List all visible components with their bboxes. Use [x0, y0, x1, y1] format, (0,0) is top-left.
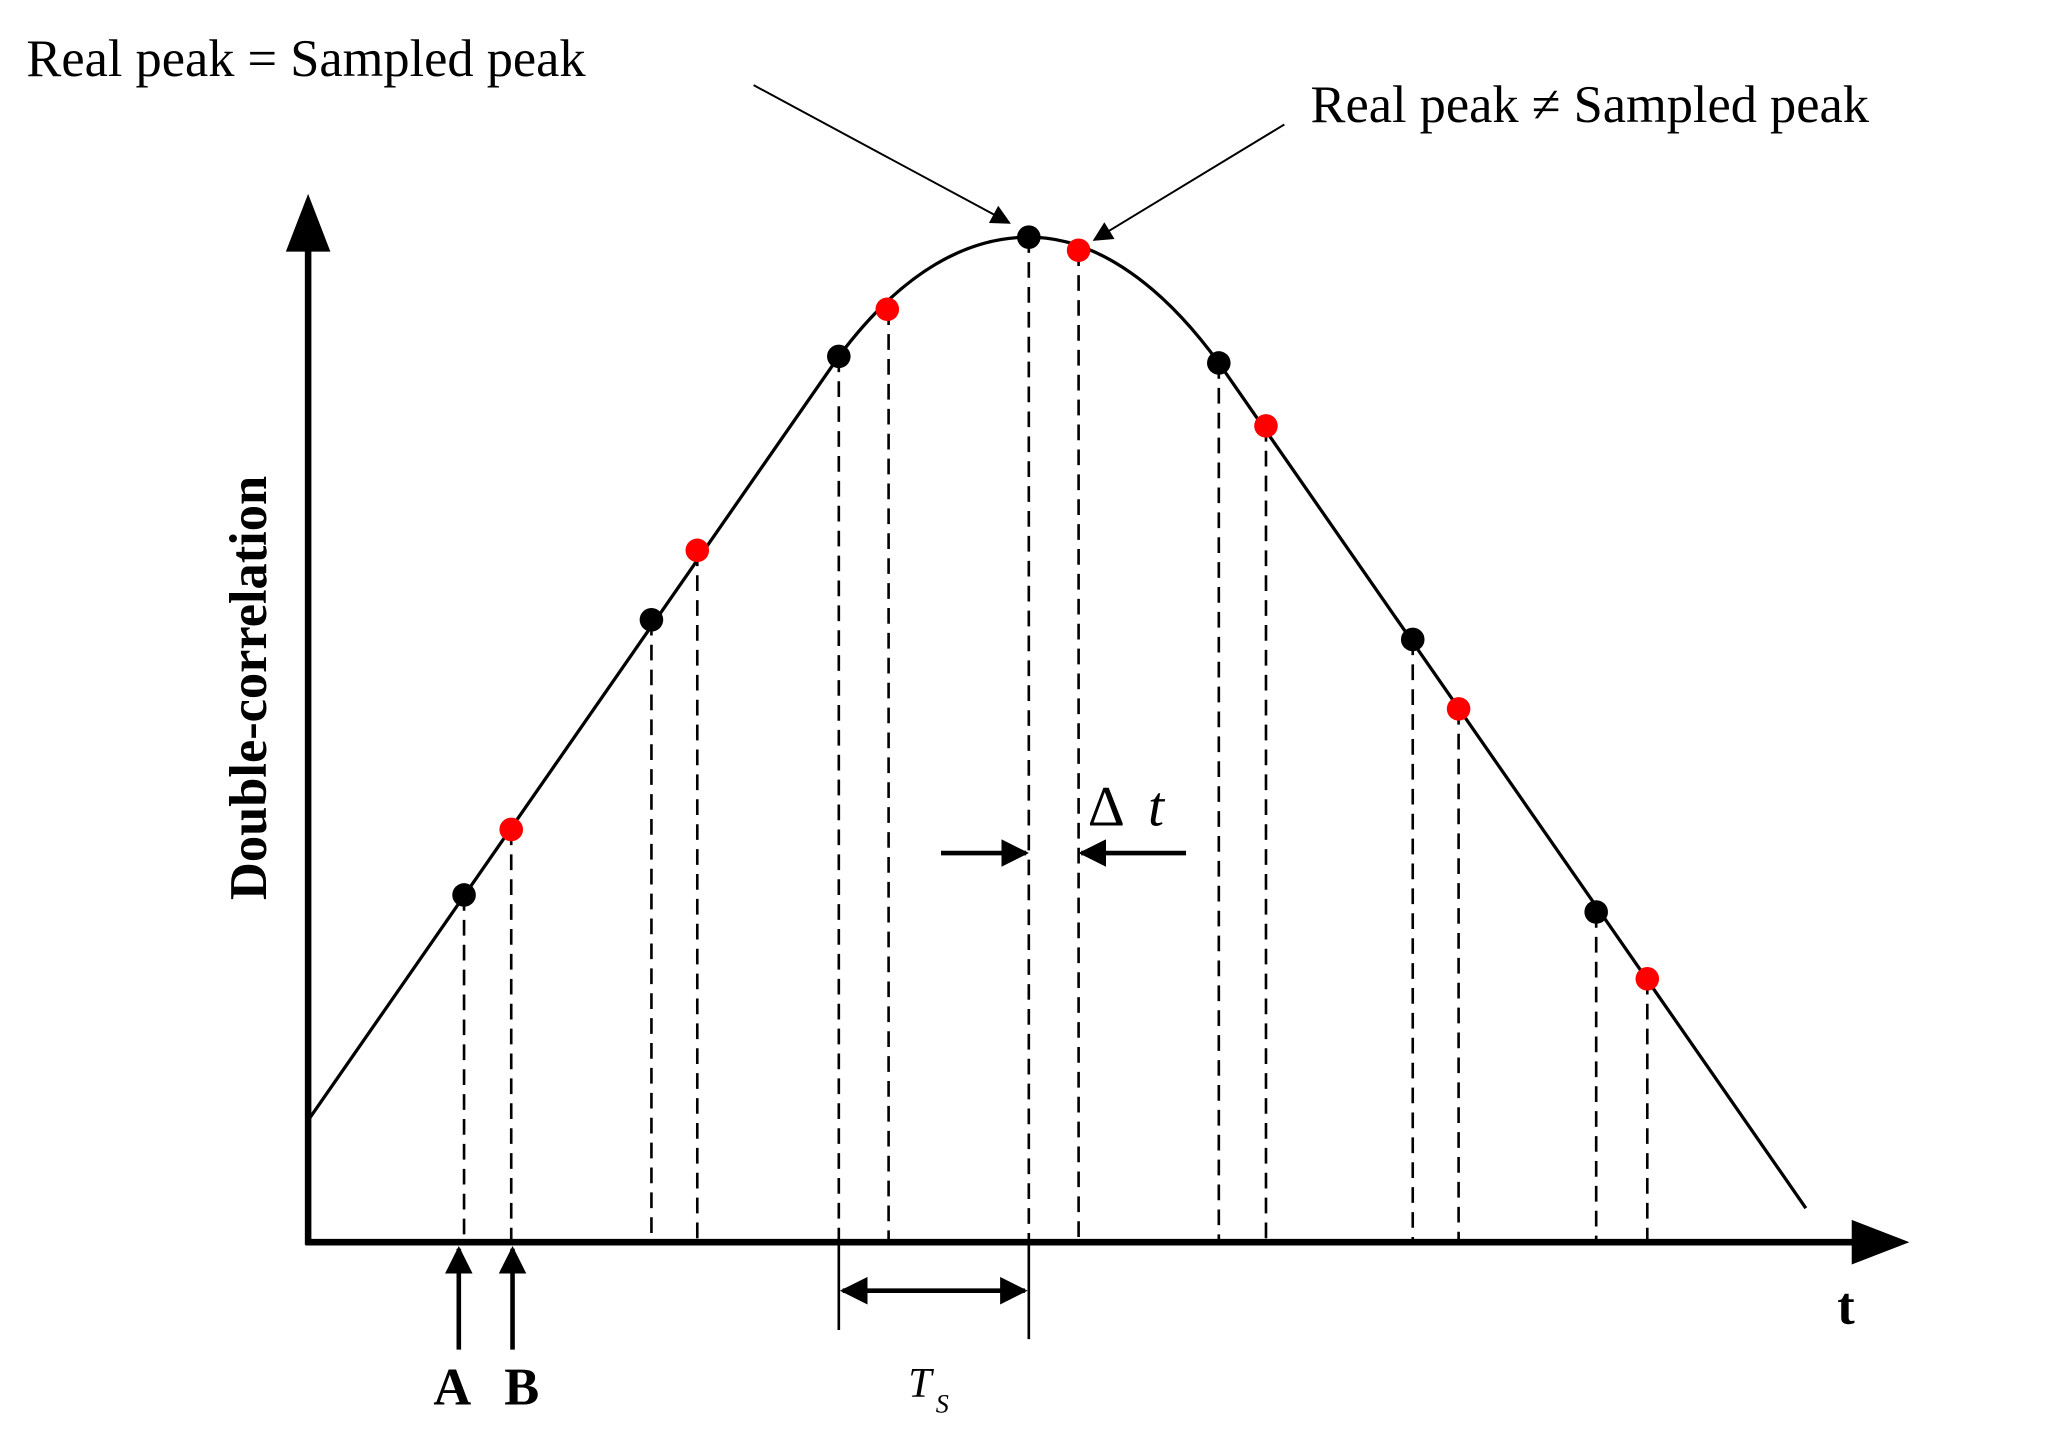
x-axis-label: t — [1837, 1277, 1855, 1335]
delta-variable: t — [1148, 776, 1166, 839]
point-label: B — [504, 1359, 539, 1417]
axes — [285, 193, 1910, 1265]
point-arrows — [445, 1246, 527, 1350]
annotation-text: Real peak = Sampled peak — [26, 30, 586, 88]
point-label: A — [433, 1359, 471, 1417]
sample-dots — [452, 225, 1660, 991]
annotation-text: Real peak ≠ Sampled peak — [1311, 76, 1870, 134]
period-subscript: S — [936, 1390, 949, 1419]
period-symbol: T — [908, 1361, 934, 1407]
curve — [306, 235, 1808, 1210]
sample-lines — [462, 237, 1649, 1243]
delta-symbol: Δ — [1088, 776, 1125, 839]
y-axis-label: Double-correlation — [220, 476, 278, 900]
annotation-arrow — [1092, 123, 1285, 241]
period-bracket — [837, 1242, 1031, 1340]
annotation-arrow — [753, 84, 1011, 224]
